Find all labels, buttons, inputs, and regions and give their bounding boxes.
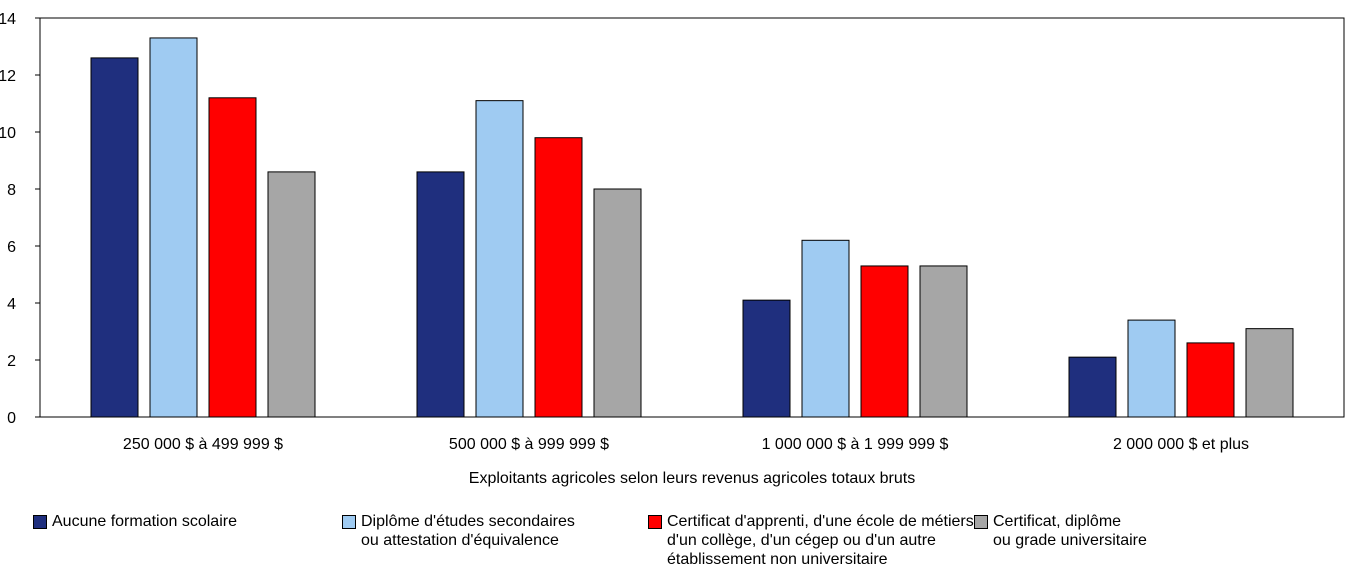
legend-label: Aucune formation scolaire (52, 513, 237, 530)
x-axis-title: Exploitants agricoles selon leurs revenu… (469, 470, 915, 487)
legend-swatch (974, 515, 988, 529)
y-tick-label: 10 (0, 125, 16, 142)
x-tick-label: 500 000 $ à 999 999 $ (449, 436, 609, 453)
legend-item: Certificat d'apprenti, d'une école de mé… (648, 512, 978, 569)
bar (534, 137, 583, 418)
y-tick-label: 4 (7, 296, 16, 313)
legend-label: Certificat, diplôme ou grade universitai… (993, 513, 1147, 549)
y-tick-label: 2 (7, 353, 16, 370)
legend-label: Certificat d'apprenti, d'une école de mé… (667, 513, 979, 568)
legend-item: Diplôme d'études secondaires ou attestat… (342, 512, 575, 550)
y-tick-label: 12 (0, 68, 16, 85)
y-tick-label: 14 (0, 11, 16, 28)
bar (149, 37, 198, 418)
y-tick-label: 8 (7, 182, 16, 199)
x-axis-tick-labels: 250 000 $ à 499 999 $ 500 000 $ à 999 999… (123, 436, 1249, 453)
y-tick-label: 6 (7, 239, 16, 256)
bar (1245, 328, 1294, 418)
bar (801, 239, 850, 418)
bar (475, 100, 524, 418)
bar (860, 265, 909, 418)
bar (593, 188, 642, 418)
y-axis-ticks: 0 2 4 6 8 10 12 14 (0, 11, 40, 427)
bar-chart: 0 2 4 6 8 10 12 14 250 000 $ à 499 999 $ 500 000… (0, 11, 1345, 487)
legend-item: Certificat, diplôme ou grade universitai… (974, 512, 1147, 550)
legend-swatch (648, 515, 662, 529)
bar (919, 265, 968, 418)
bar (90, 57, 139, 418)
bar (1068, 356, 1117, 418)
x-tick-label: 2 000 000 $ et plus (1113, 436, 1249, 453)
x-tick-label: 250 000 $ à 499 999 $ (123, 436, 283, 453)
legend-swatch (342, 515, 356, 529)
legend: Aucune formation scolaire Diplôme d'étude… (0, 512, 1346, 580)
bar (208, 97, 257, 418)
plot-frame (39, 17, 1345, 418)
bar (742, 299, 791, 418)
bars (90, 37, 1294, 418)
bar (1186, 342, 1235, 418)
bar (267, 171, 316, 418)
legend-swatch (33, 515, 47, 529)
legend-item: Aucune formation scolaire (33, 512, 237, 531)
legend-label: Diplôme d'études secondaires ou attestat… (361, 513, 575, 549)
bar (416, 171, 465, 418)
bar (1127, 319, 1176, 418)
x-tick-label: 1 000 000 $ à 1 999 999 $ (762, 436, 949, 453)
y-tick-label: 0 (7, 410, 16, 427)
